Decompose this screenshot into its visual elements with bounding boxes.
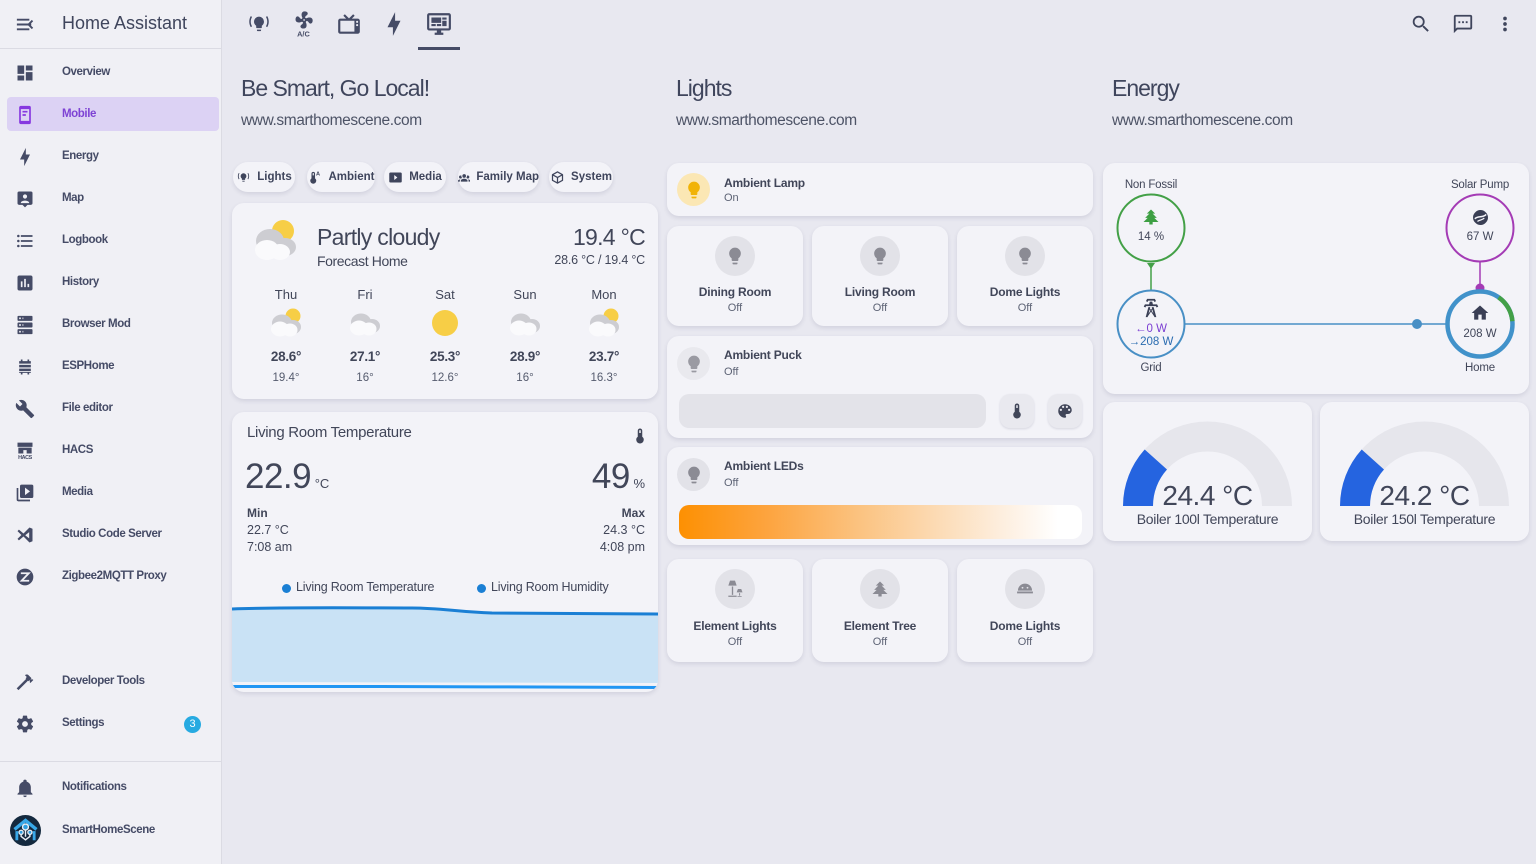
- svg-text:A/C: A/C: [297, 29, 310, 37]
- svg-text:A: A: [315, 171, 319, 177]
- svg-text:HACS: HACS: [18, 455, 32, 461]
